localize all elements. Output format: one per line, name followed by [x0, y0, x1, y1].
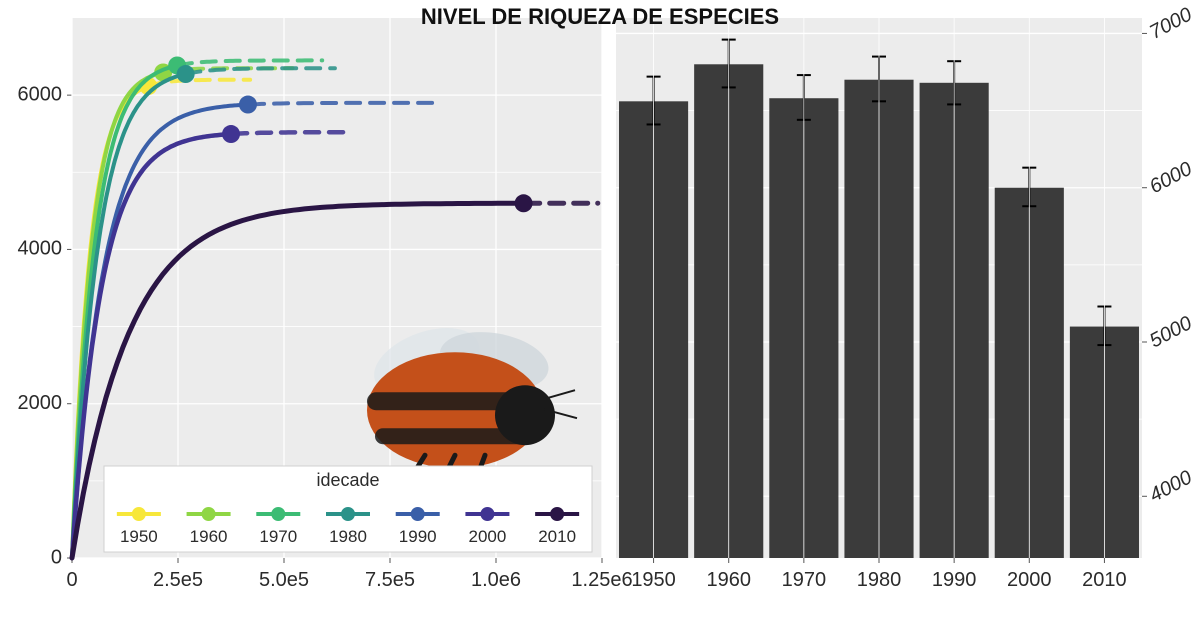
right-panel: 4000500060007000195019601970198019902000… [616, 4, 1196, 591]
legend: idecade 1950 1960 1970 1980 1990 2000 2010 [104, 466, 592, 552]
page-title: NIVEL DE RIQUEZA DE ESPECIES [0, 4, 1200, 30]
legend-label: 1980 [329, 527, 367, 546]
x-tick-label: 1970 [782, 569, 827, 591]
marker-1990 [239, 96, 257, 114]
x-tick-label: 5.0e5 [259, 569, 309, 591]
legend-label: 1960 [190, 527, 228, 546]
x-tick-label: 2010 [1082, 569, 1127, 591]
legend-label: 2000 [469, 527, 507, 546]
legend-label: 1970 [259, 527, 297, 546]
left-panel: 0 2000 4000 6000 0 2.5e5 5.0e5 7.5e5 1.0e6 1.25e6… [18, 18, 633, 591]
y-tick-label: 4000 [1146, 466, 1196, 506]
x-tick-label: 2000 [1007, 569, 1052, 591]
marker-2000 [222, 125, 240, 143]
x-tick-label: 1.0e6 [471, 569, 521, 591]
y-tick-label: 0 [51, 546, 62, 568]
y-tick-label: 6000 [18, 83, 63, 105]
x-tick-label: 0 [66, 569, 77, 591]
x-tick-label: 2.5e5 [153, 569, 203, 591]
x-tick-label: 1960 [706, 569, 751, 591]
marker-1980 [177, 65, 195, 83]
legend-label: 2010 [538, 527, 576, 546]
x-tick-label: 1950 [631, 569, 676, 591]
legend-label: 1950 [120, 527, 158, 546]
x-tick-label: 1980 [857, 569, 902, 591]
legend-label: 1990 [399, 527, 437, 546]
y-tick-label: 2000 [18, 392, 63, 414]
x-tick-label: 7.5e5 [365, 569, 415, 591]
marker-2010 [515, 194, 533, 212]
figure-canvas: 0 2000 4000 6000 0 2.5e5 5.0e5 7.5e5 1.0e6 1.25e6… [0, 0, 1200, 631]
y-tick-label: 4000 [18, 238, 63, 260]
y-tick-label: 5000 [1146, 312, 1196, 352]
x-tick-label: 1990 [932, 569, 977, 591]
x-tick-label: 1.25e6 [571, 569, 632, 591]
legend-title: idecade [316, 470, 379, 490]
y-tick-label: 6000 [1146, 158, 1196, 198]
